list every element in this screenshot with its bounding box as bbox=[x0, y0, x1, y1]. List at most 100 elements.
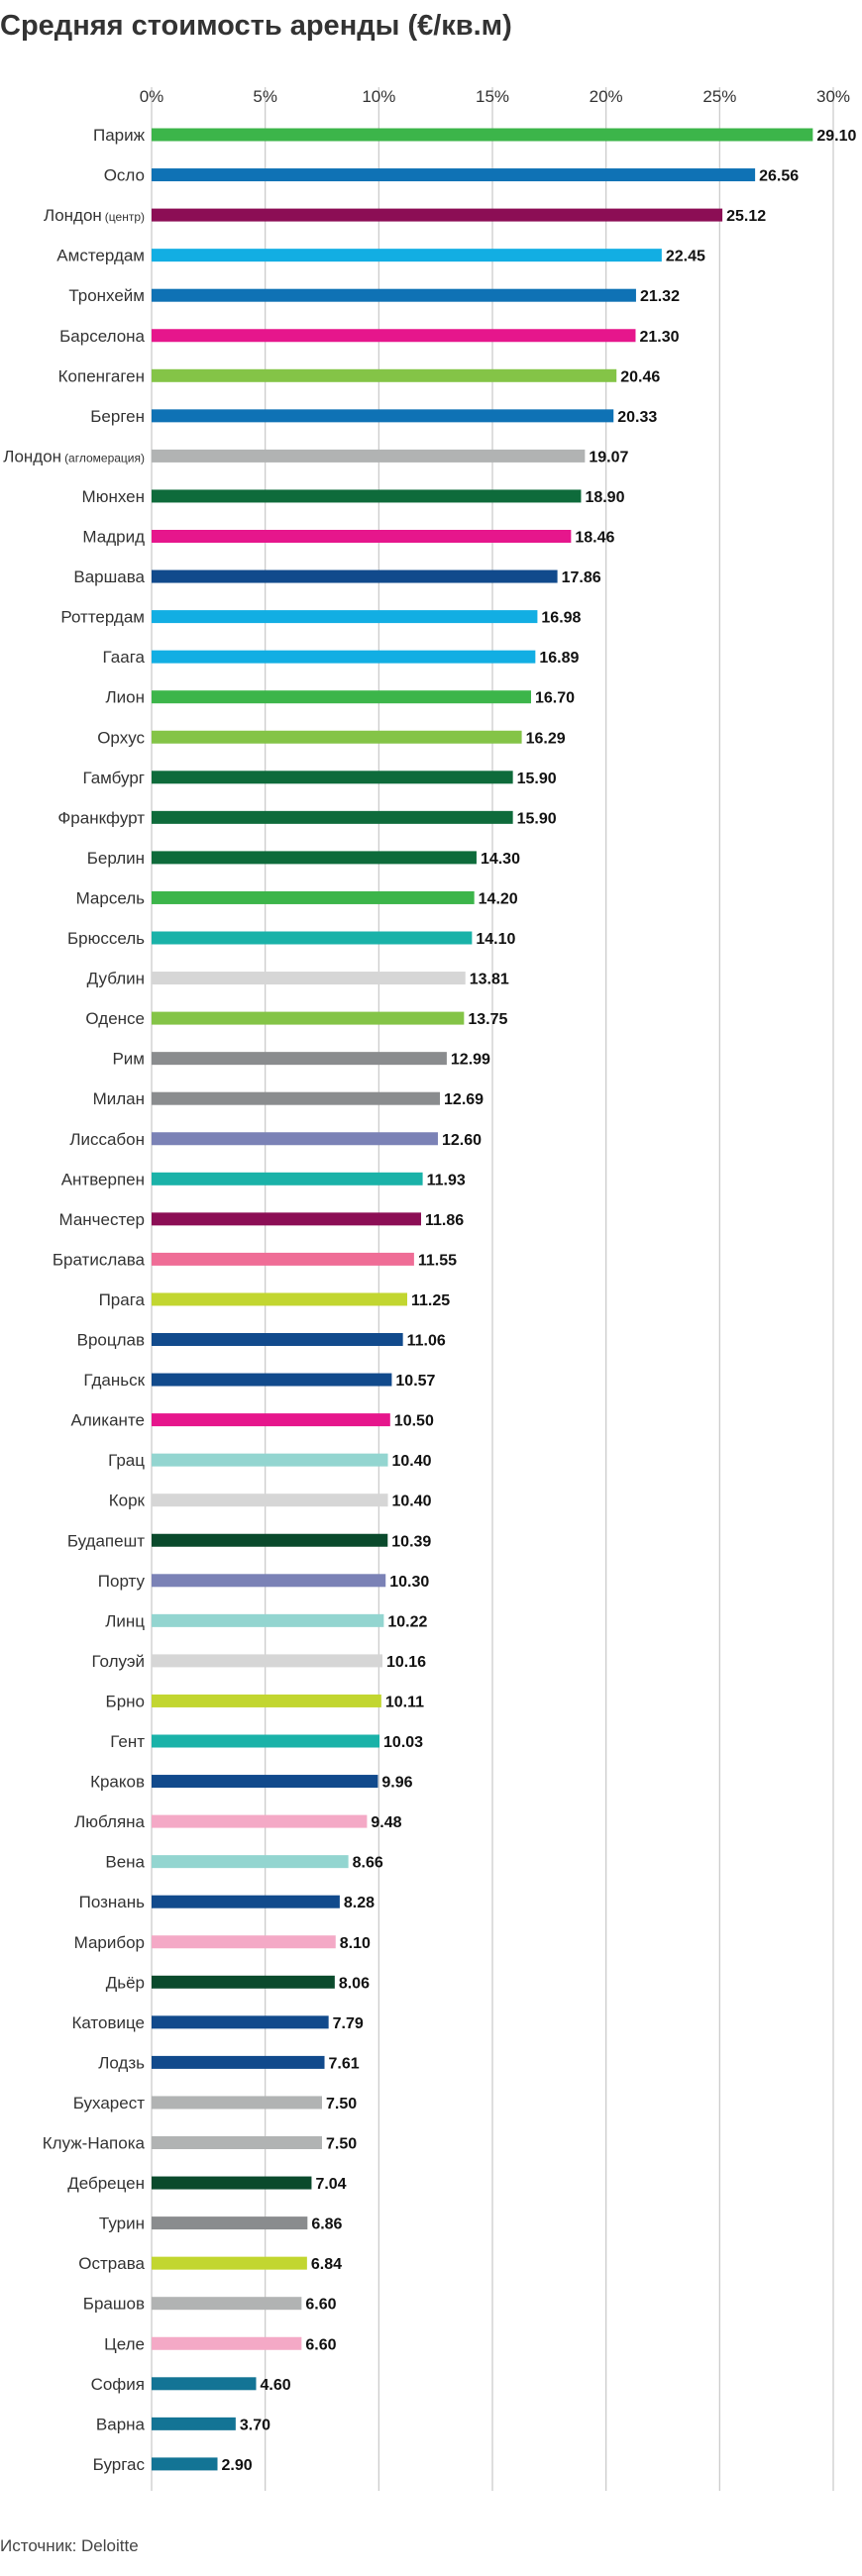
bar bbox=[152, 530, 572, 543]
bar bbox=[152, 2216, 308, 2230]
category-label: Будапешт bbox=[67, 1531, 145, 1550]
value-label: 6.86 bbox=[311, 2216, 342, 2233]
value-label: 21.30 bbox=[639, 329, 679, 346]
category-label: София bbox=[91, 2375, 145, 2394]
x-tick-label: 20% bbox=[590, 87, 623, 106]
category-label: Милан bbox=[93, 1089, 145, 1108]
value-label: 14.10 bbox=[476, 931, 515, 948]
category-name: Гамбург bbox=[82, 769, 145, 787]
category-label: Краков bbox=[90, 1773, 145, 1792]
category-name: Голуэй bbox=[91, 1652, 145, 1671]
category-name: Вроцлав bbox=[77, 1331, 145, 1350]
category-name: Острава bbox=[78, 2254, 145, 2273]
category-label: Грац bbox=[108, 1451, 145, 1470]
value-label: 19.07 bbox=[589, 449, 628, 465]
chart-title: Средняя стоимость аренды (€/кв.м) bbox=[0, 10, 512, 42]
category-name: Тронхейм bbox=[68, 286, 145, 305]
category-label: Берген bbox=[90, 407, 145, 426]
category-name: Брно bbox=[106, 1692, 145, 1710]
category-label: Клуж-Напока bbox=[43, 2134, 146, 2153]
category-label: Роттердам bbox=[60, 608, 145, 627]
category-name: Дебрецен bbox=[67, 2174, 145, 2193]
bar bbox=[152, 1091, 441, 1105]
bar bbox=[152, 1935, 336, 1949]
category-label: Лион bbox=[106, 688, 146, 707]
category-name: Лион bbox=[106, 688, 146, 707]
category-label: Оденсе bbox=[85, 1009, 145, 1028]
category-name: Корк bbox=[109, 1492, 146, 1510]
value-label: 7.04 bbox=[315, 2176, 346, 2193]
value-label: 9.48 bbox=[371, 1814, 401, 1831]
category-note: (агломерация) bbox=[64, 451, 145, 464]
category-name: Турин bbox=[99, 2215, 145, 2233]
value-label: 11.25 bbox=[411, 1292, 450, 1309]
bar bbox=[152, 489, 582, 503]
category-label: Познань bbox=[79, 1893, 146, 1911]
category-label: Братислава bbox=[53, 1250, 146, 1269]
value-label: 10.40 bbox=[392, 1494, 432, 1510]
category-name: Марсель bbox=[76, 888, 146, 907]
category-label: Варшава bbox=[73, 567, 145, 586]
category-label: Целе bbox=[104, 2334, 145, 2353]
bar bbox=[152, 2417, 236, 2430]
value-label: 10.11 bbox=[385, 1694, 424, 1710]
category-name: Барселона bbox=[59, 327, 145, 346]
value-label: 7.50 bbox=[326, 2096, 357, 2112]
value-label: 20.46 bbox=[620, 368, 660, 385]
value-label: 2.90 bbox=[222, 2457, 253, 2474]
value-label: 16.89 bbox=[539, 650, 579, 667]
category-name: Вена bbox=[105, 1853, 145, 1872]
bar bbox=[152, 208, 723, 222]
category-label: Турин bbox=[99, 2215, 145, 2233]
bar bbox=[152, 1212, 421, 1226]
bar bbox=[152, 690, 531, 704]
value-label: 7.50 bbox=[326, 2136, 357, 2153]
bar bbox=[152, 249, 662, 262]
category-name: Марибор bbox=[74, 1933, 145, 1952]
category-label: Антверпен bbox=[61, 1170, 145, 1188]
category-label: Острава bbox=[78, 2254, 145, 2273]
bar bbox=[152, 1814, 368, 1828]
value-label: 8.10 bbox=[340, 1935, 371, 1952]
bar bbox=[152, 2457, 218, 2471]
bar bbox=[152, 1533, 388, 1547]
bar bbox=[152, 1252, 414, 1266]
category-name: Клуж-Напока bbox=[43, 2134, 146, 2153]
value-label: 17.86 bbox=[562, 569, 601, 586]
category-name: Манчестер bbox=[58, 1210, 145, 1229]
bar bbox=[152, 1413, 390, 1427]
category-name: Дублин bbox=[87, 970, 145, 988]
bar bbox=[152, 610, 538, 624]
category-name: Лодзь bbox=[98, 2053, 145, 2072]
category-name: Брюссель bbox=[67, 929, 145, 948]
bar bbox=[152, 810, 513, 824]
category-label: Марсель bbox=[76, 888, 146, 907]
category-name: Порту bbox=[98, 1572, 146, 1591]
category-name: Франкфурт bbox=[57, 808, 145, 827]
bar bbox=[152, 1975, 335, 1989]
category-label: Лиссабон bbox=[69, 1130, 145, 1149]
value-label: 10.03 bbox=[383, 1734, 423, 1751]
category-label: Вена bbox=[105, 1853, 145, 1872]
value-label: 26.56 bbox=[759, 168, 799, 185]
bar bbox=[152, 1011, 465, 1025]
value-label: 12.60 bbox=[442, 1132, 482, 1149]
bar bbox=[152, 1494, 388, 1507]
value-label: 14.20 bbox=[479, 890, 518, 907]
category-label: Вроцлав bbox=[77, 1331, 145, 1350]
category-name: Берлин bbox=[87, 849, 145, 868]
value-label: 16.70 bbox=[535, 690, 575, 707]
value-label: 7.61 bbox=[329, 2055, 360, 2072]
category-label: Манчестер bbox=[58, 1210, 145, 1229]
value-label: 11.86 bbox=[425, 1212, 464, 1229]
category-label: Лодзь bbox=[98, 2053, 145, 2072]
bar bbox=[152, 1333, 403, 1346]
bar bbox=[152, 650, 536, 664]
category-label: Линц bbox=[105, 1611, 145, 1630]
bar bbox=[152, 288, 636, 302]
value-label: 6.60 bbox=[305, 2336, 336, 2353]
category-name: Варна bbox=[96, 2415, 146, 2433]
category-label: Амстердам bbox=[56, 247, 145, 265]
value-label: 13.75 bbox=[468, 1011, 507, 1028]
category-label: Лондон (центр) bbox=[44, 206, 145, 225]
